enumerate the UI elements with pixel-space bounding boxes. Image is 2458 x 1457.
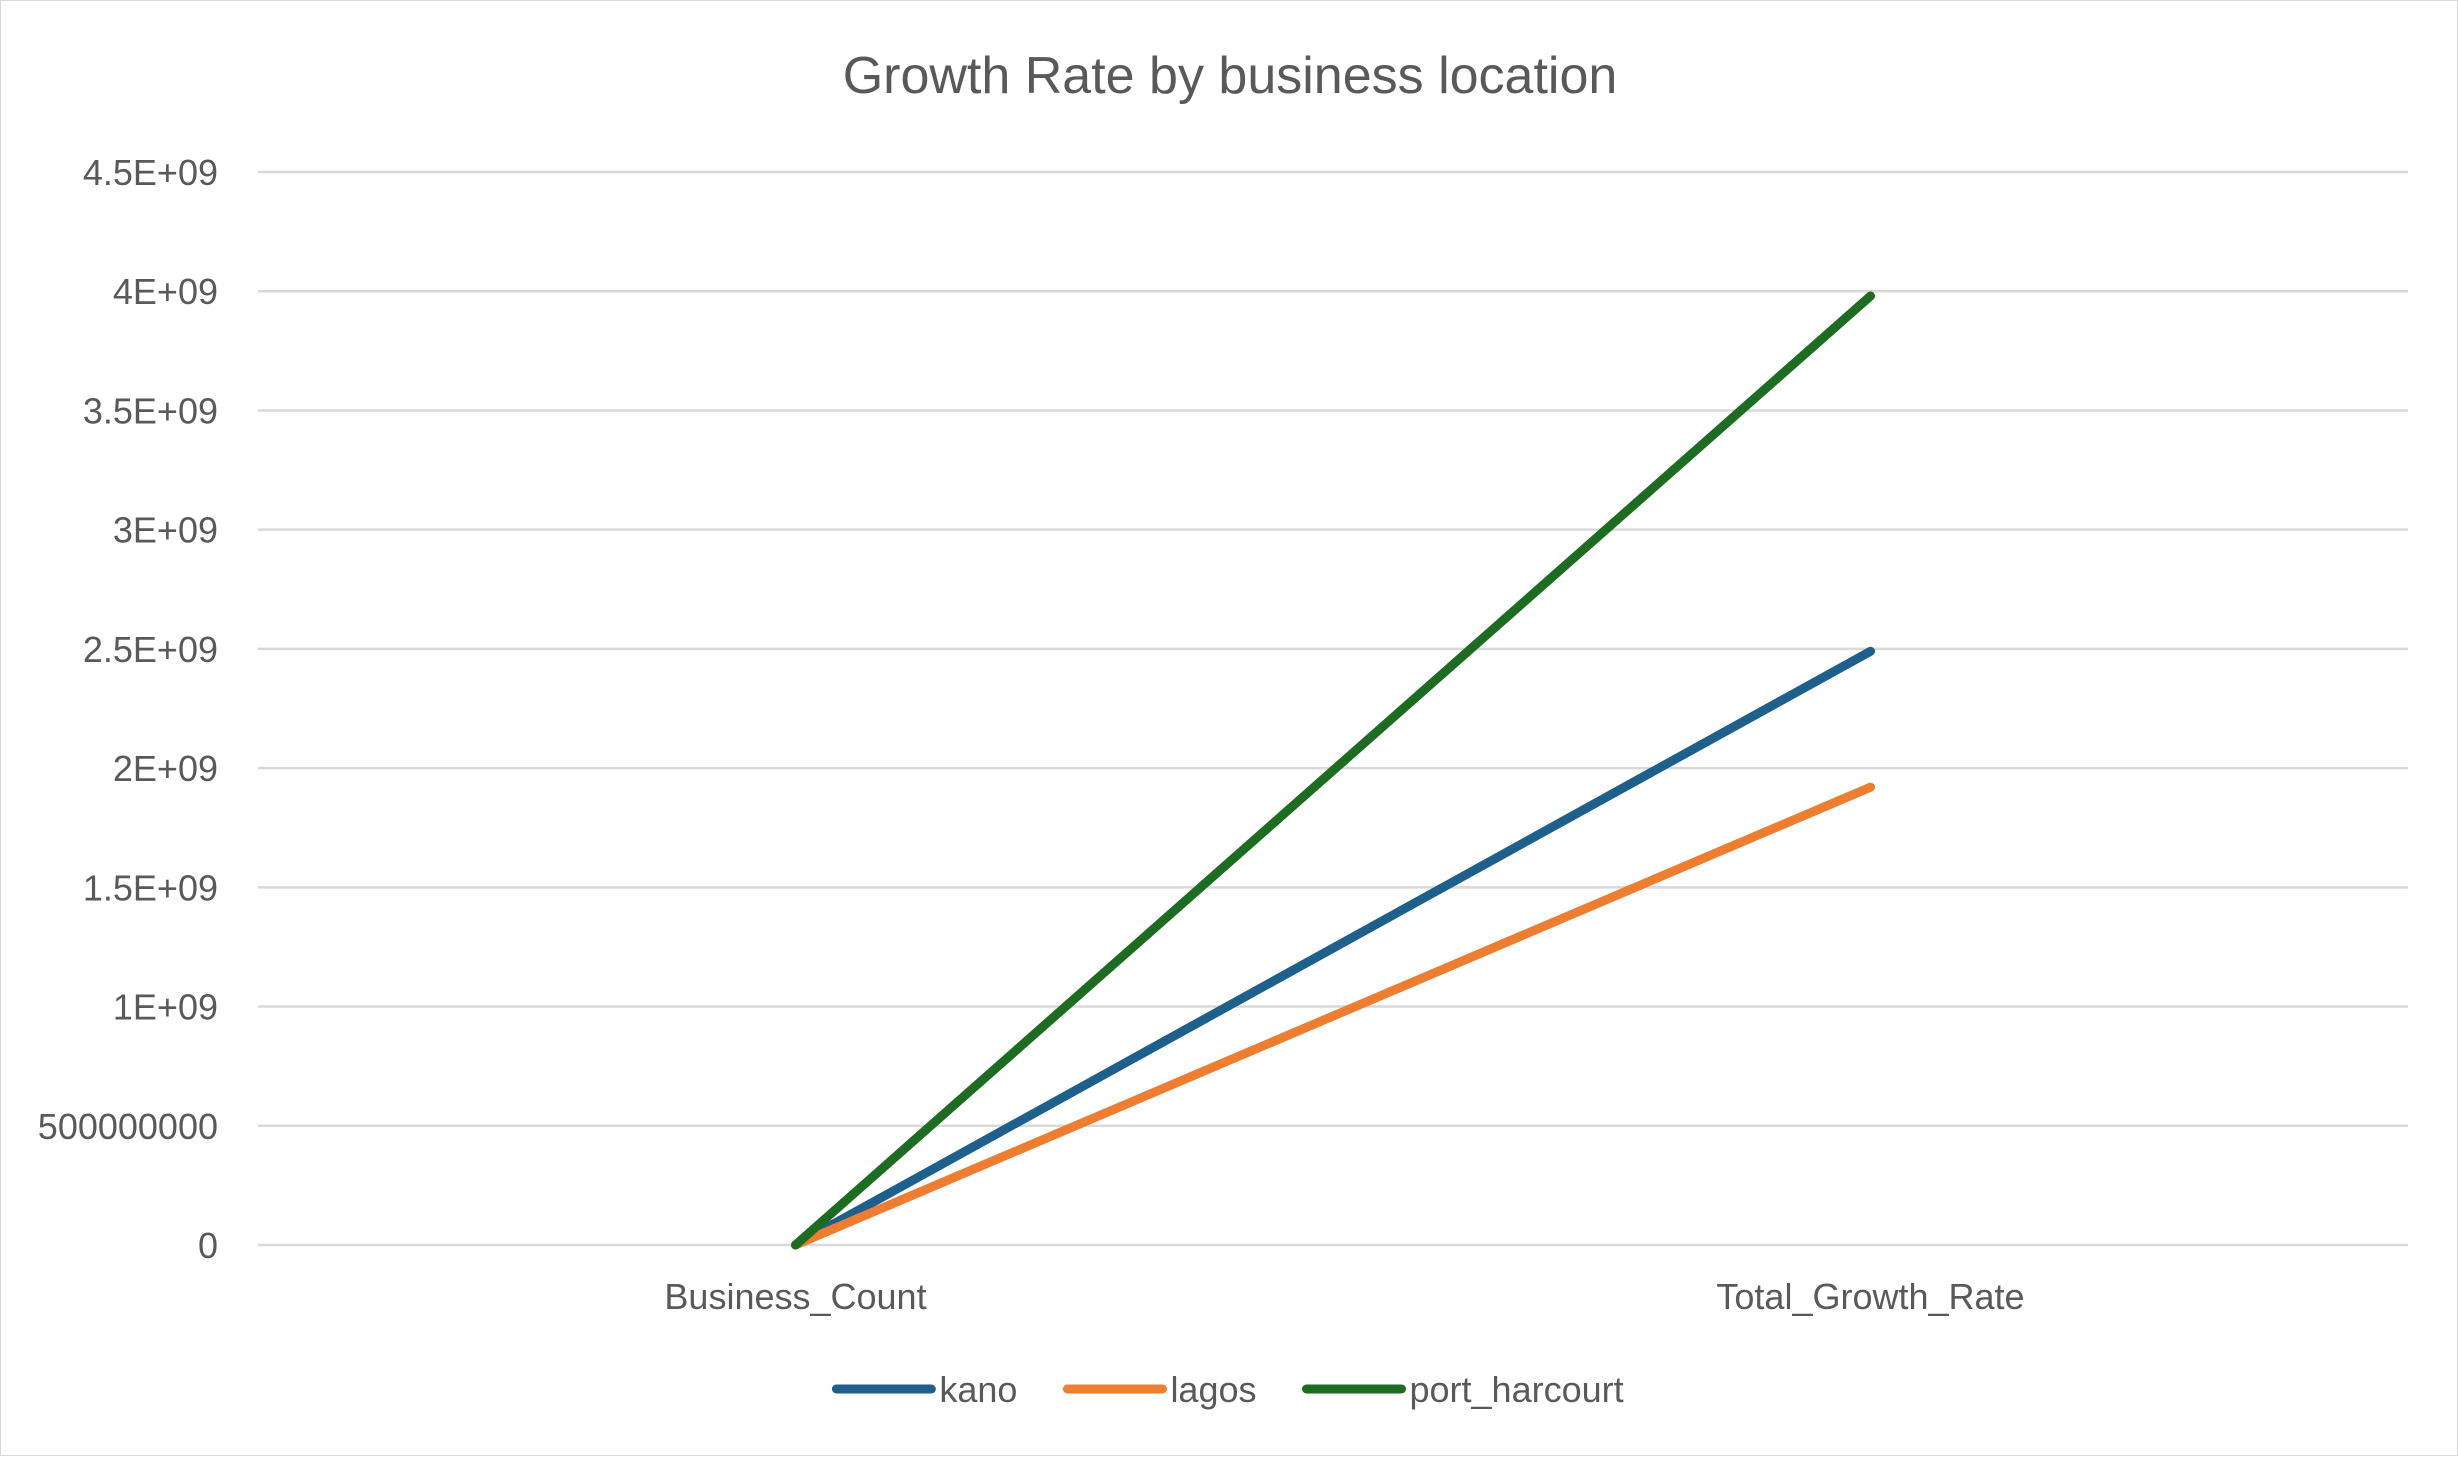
y-tick-label: 3.5E+09 bbox=[83, 390, 218, 431]
y-tick-label: 1.5E+09 bbox=[83, 867, 218, 908]
chart-title: Growth Rate by business location bbox=[843, 47, 1618, 105]
series-line-lagos bbox=[791, 782, 1875, 1250]
legend-label-lagos: lagos bbox=[1170, 1369, 1256, 1410]
y-tick-label: 4E+09 bbox=[113, 271, 218, 312]
legend-label-port_harcourt: port_harcourt bbox=[1410, 1369, 1624, 1410]
series-lines bbox=[791, 291, 1875, 1250]
legend-label-kano: kano bbox=[939, 1369, 1017, 1410]
y-tick-label: 500000000 bbox=[38, 1106, 218, 1147]
series-line-port_harcourt bbox=[791, 291, 1875, 1250]
series-line-kano bbox=[791, 646, 1875, 1250]
y-axis-ticks: 0 500000000 1E+09 1.5E+09 2E+09 2.5E+09 3E+09 3… bbox=[38, 152, 218, 1266]
x-category-label: Total_Growth_Rate bbox=[1716, 1276, 2024, 1317]
y-tick-label: 3E+09 bbox=[113, 510, 218, 551]
y-tick-label: 2.5E+09 bbox=[83, 629, 218, 670]
y-tick-label: 1E+09 bbox=[113, 987, 218, 1028]
legend: kano lagos port_harcourt bbox=[831, 1369, 1624, 1410]
y-tick-label: 4.5E+09 bbox=[83, 152, 218, 193]
gridlines bbox=[258, 170, 2408, 1247]
x-category-label: Business_Count bbox=[664, 1276, 926, 1317]
x-axis-categories: Business_Count Total_Growth_Rate bbox=[664, 1276, 2024, 1317]
y-tick-label: 0 bbox=[198, 1225, 218, 1266]
y-tick-label: 2E+09 bbox=[113, 748, 218, 789]
